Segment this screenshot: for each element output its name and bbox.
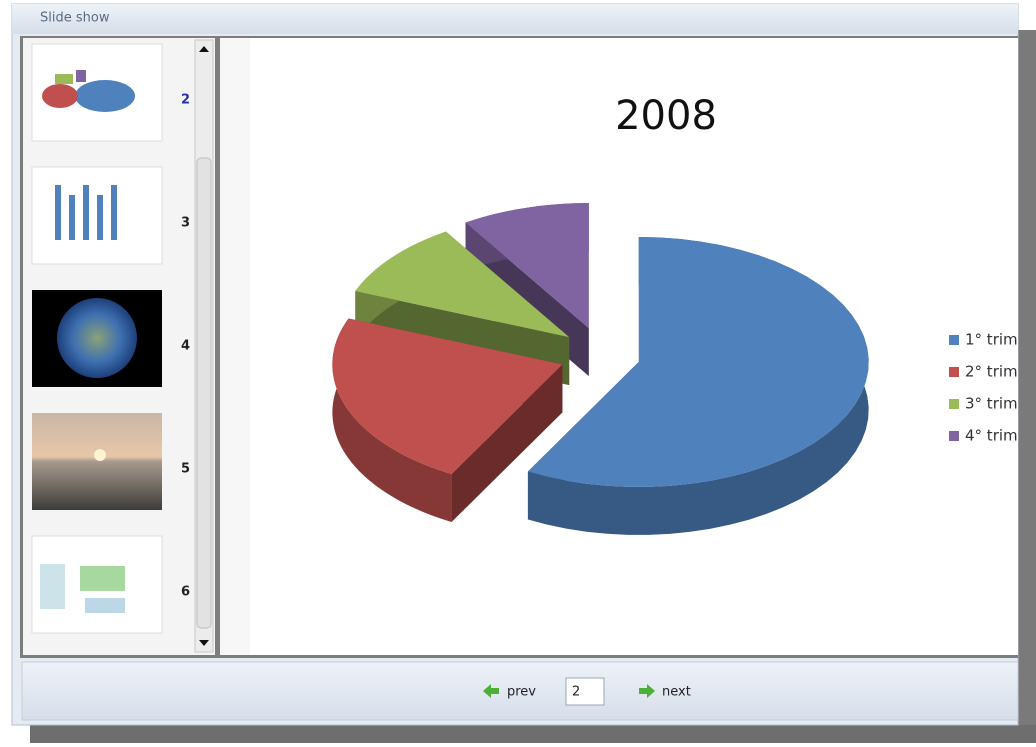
chart-title: 2008 bbox=[615, 93, 717, 139]
sun bbox=[94, 449, 106, 461]
legend-swatch bbox=[949, 335, 959, 345]
mini-pie bbox=[42, 84, 78, 108]
prev-button[interactable]: prev bbox=[507, 685, 536, 700]
legend-swatch bbox=[949, 399, 959, 409]
mini-diagram bbox=[85, 598, 125, 613]
shadow bbox=[30, 725, 1036, 743]
window-title: Slide show bbox=[40, 11, 110, 26]
page: Slide show 2 3 4 5 6 2008 1° trim 2° trim 3° tr… bbox=[0, 0, 1036, 747]
screenshot: Slide show 2 3 4 5 6 2008 1° trim 2° trim 3° tr… bbox=[0, 0, 1036, 743]
page-number[interactable]: 2 bbox=[572, 685, 580, 700]
legend-label: 4° trim bbox=[965, 427, 1018, 445]
shadow bbox=[1018, 30, 1036, 743]
legend-label: 3° trim bbox=[965, 395, 1018, 413]
thumbnail[interactable] bbox=[32, 44, 162, 141]
scroll-thumb[interactable] bbox=[197, 158, 211, 628]
legend-swatch bbox=[949, 431, 959, 441]
thumbnail-number: 5 bbox=[181, 462, 190, 477]
legend-swatch bbox=[949, 367, 959, 377]
title-bar bbox=[12, 4, 1018, 34]
mini-bar bbox=[111, 185, 117, 240]
mini-bar bbox=[83, 185, 89, 240]
mini-bar bbox=[55, 185, 61, 240]
thumbnail-number: 2 bbox=[181, 93, 190, 108]
thumbnail-image bbox=[32, 413, 162, 510]
thumbnail[interactable] bbox=[32, 413, 162, 510]
next-button[interactable]: next bbox=[662, 685, 691, 700]
mini-diagram bbox=[80, 566, 125, 591]
mini-pie bbox=[75, 80, 135, 112]
mini-pie bbox=[76, 70, 86, 82]
mini-pie bbox=[55, 74, 73, 84]
earth bbox=[57, 298, 137, 378]
legend-label: 2° trim bbox=[965, 363, 1018, 381]
legend-label: 1° trim bbox=[965, 331, 1018, 349]
thumbnail[interactable] bbox=[32, 167, 162, 264]
mini-bar bbox=[97, 195, 103, 240]
thumbnail-number: 6 bbox=[181, 585, 190, 600]
thumbnail[interactable] bbox=[32, 290, 162, 387]
mini-diagram bbox=[40, 564, 65, 609]
thumbnail-number: 3 bbox=[181, 216, 190, 231]
thumbnail[interactable] bbox=[32, 536, 162, 633]
mini-bar bbox=[69, 195, 75, 240]
thumbnail-number: 4 bbox=[181, 339, 190, 354]
